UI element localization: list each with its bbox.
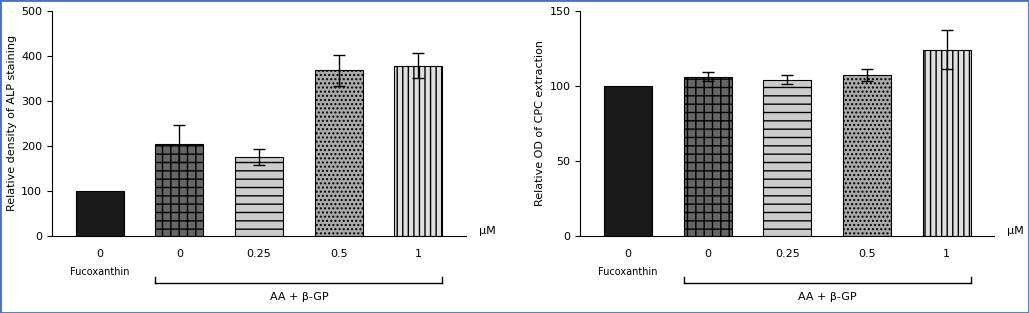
Text: Fucoxanthin: Fucoxanthin	[598, 267, 658, 277]
Bar	[923, 50, 970, 236]
Bar	[764, 80, 811, 236]
Text: 0: 0	[704, 249, 711, 259]
Text: 0.25: 0.25	[247, 249, 272, 259]
Text: 0: 0	[97, 249, 103, 259]
Text: μM: μM	[478, 226, 495, 236]
Bar	[315, 70, 362, 236]
Text: AA + β-GP: AA + β-GP	[797, 292, 856, 302]
Text: Fucoxanthin: Fucoxanthin	[70, 267, 130, 277]
Text: 0.25: 0.25	[775, 249, 800, 259]
Bar	[76, 191, 123, 236]
Text: μM: μM	[1006, 226, 1024, 236]
Y-axis label: Relative OD of CPC extraction: Relative OD of CPC extraction	[535, 40, 545, 206]
Bar	[843, 75, 891, 236]
Y-axis label: Relative density of ALP staining: Relative density of ALP staining	[7, 35, 16, 212]
Text: 1: 1	[944, 249, 950, 259]
Text: 1: 1	[415, 249, 422, 259]
Bar	[394, 66, 442, 236]
Bar	[155, 144, 204, 236]
Bar	[236, 157, 283, 236]
Text: 0.5: 0.5	[858, 249, 876, 259]
Text: 0: 0	[176, 249, 183, 259]
Bar	[604, 86, 652, 236]
Bar	[684, 77, 732, 236]
Text: 0: 0	[625, 249, 632, 259]
Text: AA + β-GP: AA + β-GP	[270, 292, 328, 302]
Text: 0.5: 0.5	[330, 249, 348, 259]
